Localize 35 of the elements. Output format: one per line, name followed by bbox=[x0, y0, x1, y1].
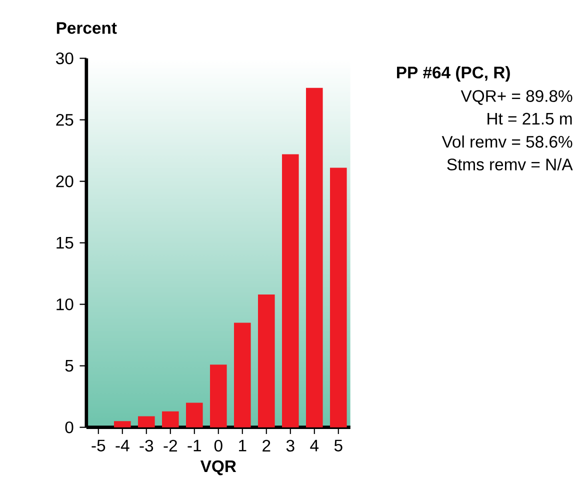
x-tick-label: 5 bbox=[334, 440, 342, 452]
y-tick-label: 30 bbox=[56, 52, 74, 64]
y-tick-label: 0 bbox=[65, 421, 74, 434]
text: PP #64 (PC, R) bbox=[397, 66, 510, 82]
y-tick-label: 15 bbox=[56, 237, 74, 249]
bar bbox=[306, 88, 323, 428]
bar bbox=[234, 322, 251, 428]
x-tick-label: -1 bbox=[188, 440, 201, 452]
y-tick-label: 5 bbox=[65, 360, 74, 372]
x-tick-label: 3 bbox=[286, 440, 294, 452]
bar bbox=[330, 168, 347, 428]
bar bbox=[114, 421, 131, 428]
bar bbox=[138, 416, 155, 428]
y-tick-label: 25 bbox=[56, 114, 74, 126]
text: Stms remv = N/A bbox=[447, 158, 573, 170]
bar bbox=[210, 364, 227, 428]
x-tick-label: -4 bbox=[116, 440, 130, 452]
y-axis-title: Percent bbox=[56, 22, 117, 34]
y-tick-label: 20 bbox=[56, 175, 74, 188]
bar bbox=[186, 402, 203, 428]
x-tick-label: -3 bbox=[140, 440, 154, 452]
x-tick-label: 1 bbox=[239, 440, 246, 452]
x-tick-label: -2 bbox=[164, 440, 177, 452]
x-axis-title: VQR bbox=[200, 460, 236, 476]
bar bbox=[258, 294, 275, 428]
text: VQR+ = 89.8% bbox=[460, 90, 572, 105]
y-tick-label: 10 bbox=[56, 298, 74, 310]
x-tick-label: 2 bbox=[262, 440, 270, 452]
bar bbox=[162, 411, 179, 428]
bar bbox=[282, 154, 299, 428]
text: Vol remv = 58.6% bbox=[442, 135, 572, 148]
x-tick-label: 4 bbox=[310, 440, 319, 452]
text: Ht = 21.5 m bbox=[488, 112, 572, 125]
x-tick-label: -5 bbox=[92, 440, 106, 452]
x-tick-label: 0 bbox=[214, 440, 222, 452]
